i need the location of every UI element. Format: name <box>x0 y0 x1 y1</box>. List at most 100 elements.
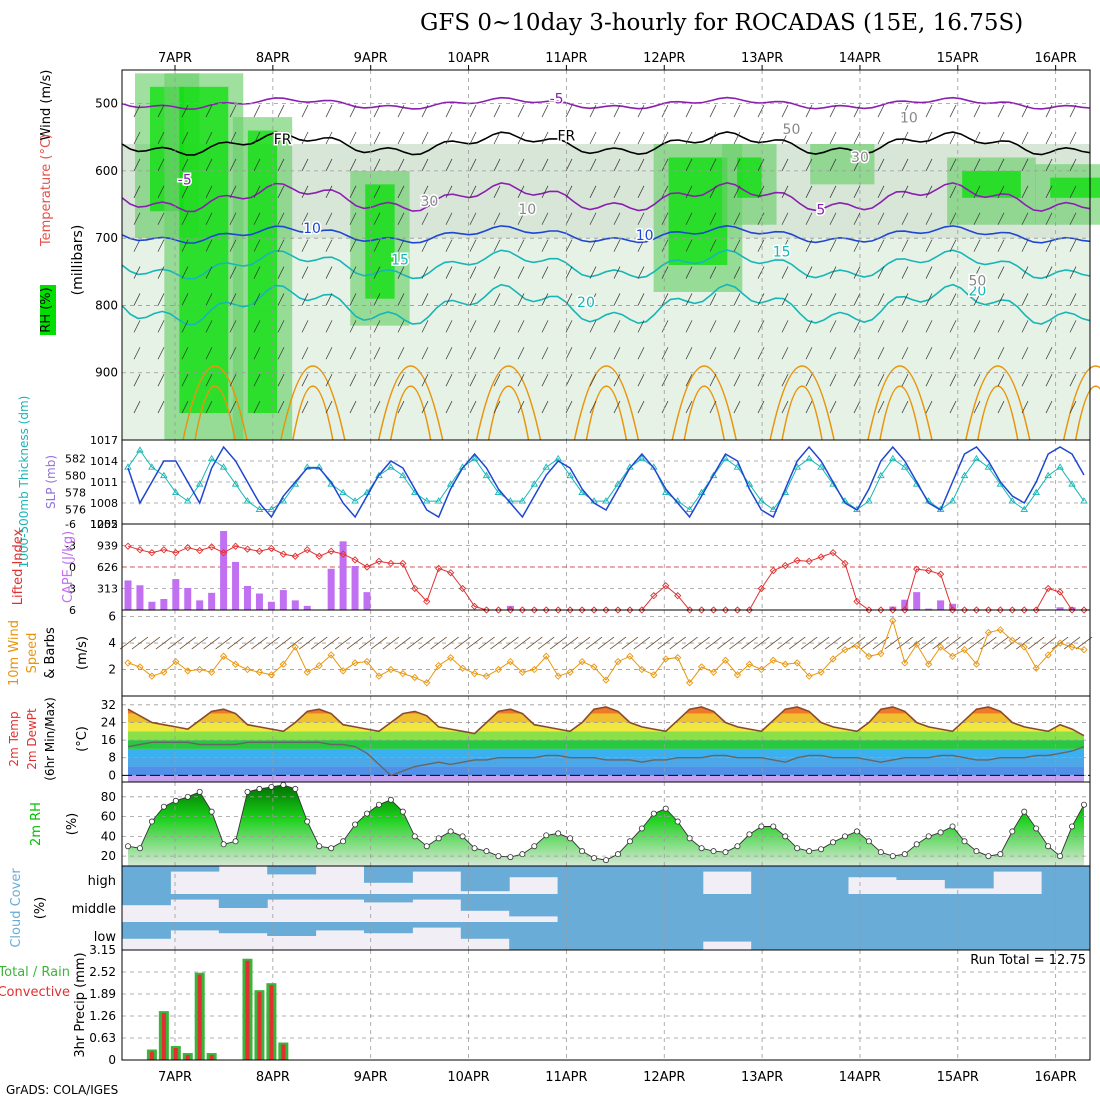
wind-barb <box>613 320 621 333</box>
wind-barb <box>421 374 429 387</box>
wind-speed-point <box>399 669 407 678</box>
wind-barb <box>877 293 885 306</box>
lifted-index-point <box>255 547 264 555</box>
contour-label: -5 <box>550 92 564 108</box>
wind-speed-point <box>602 676 610 684</box>
wind-barb <box>1021 293 1029 306</box>
lifted-index-point <box>972 606 981 614</box>
lifted-index-point <box>1008 606 1016 614</box>
precip-convective-label: Convective <box>0 985 70 1000</box>
wind-barb <box>685 347 693 360</box>
wind-barb <box>157 400 165 414</box>
wind-barb <box>877 185 885 198</box>
wind-barb <box>541 374 549 387</box>
wind-barb <box>613 347 621 360</box>
wind-barb <box>877 131 885 145</box>
wind-barb <box>877 104 885 118</box>
wind-barb <box>949 293 957 306</box>
cloud-cover-cell <box>896 894 946 922</box>
wind-barb <box>301 212 309 225</box>
wind-barb <box>517 347 525 360</box>
cape-bar <box>255 593 263 610</box>
wind-barb <box>397 185 405 198</box>
warm-contour <box>377 365 444 441</box>
cloud-cover-cell <box>267 922 317 936</box>
thickness-point <box>494 488 503 496</box>
wind-barb <box>349 104 357 118</box>
rh-point <box>375 801 382 808</box>
rh-tick-label: 60 <box>101 810 116 824</box>
wind-speed-point <box>411 673 419 682</box>
cloud-cover-cell <box>751 894 801 922</box>
cloud-cover-cell <box>799 922 849 950</box>
wind-barb <box>901 293 909 306</box>
contour-label: FR <box>274 132 292 148</box>
wind-barb <box>949 104 957 118</box>
rh-point <box>280 781 287 788</box>
wind-barb <box>925 266 933 279</box>
cape-bar <box>291 600 299 610</box>
wind-barb <box>901 320 909 333</box>
wind-speed-point <box>219 652 228 660</box>
wind-barb <box>829 185 837 198</box>
temperature-contour <box>121 96 1091 110</box>
precip-tick-label: 1.26 <box>89 1009 116 1023</box>
wind-barb <box>277 239 285 252</box>
wind-barb <box>853 293 861 306</box>
wind-barb <box>469 185 477 198</box>
temp-tick-label: 8 <box>108 751 116 765</box>
wind-barb <box>613 131 621 145</box>
wind-barb <box>829 239 837 252</box>
rh-point <box>806 848 813 855</box>
wind-barb <box>949 239 957 252</box>
wind-barb <box>397 400 405 414</box>
wind-barb <box>205 131 213 145</box>
wind-barb <box>191 636 208 650</box>
wind-barb <box>757 374 765 387</box>
grads-credit: GrADS: COLA/IGES <box>6 1083 119 1097</box>
wind-barb <box>1045 185 1053 198</box>
contour-label: 10 <box>518 202 536 218</box>
wind-barb <box>992 636 1009 650</box>
cloud-cover-cell <box>702 894 752 922</box>
wind-barb <box>901 212 909 225</box>
warm-contour <box>389 385 432 441</box>
wind-barb <box>133 212 141 225</box>
rh-panel: 20 40 60 80 <box>101 781 1090 866</box>
wind-speed-point <box>1044 651 1052 659</box>
wind-barb <box>829 320 837 333</box>
wind-barb <box>561 636 579 650</box>
cloud-cover-cell <box>1041 866 1091 894</box>
wind-barb <box>661 104 669 118</box>
contour-label: 30 <box>420 194 438 210</box>
wind-barb <box>637 212 645 225</box>
wind-speed-point <box>996 626 1004 634</box>
wind-barb <box>637 374 645 387</box>
convective-bar <box>161 1013 166 1060</box>
wind-barb <box>829 131 837 145</box>
wind-barb <box>301 185 309 198</box>
wind-barb <box>853 320 861 333</box>
wind-speed-point <box>160 668 168 676</box>
rh-point <box>818 846 825 853</box>
wind-barb <box>229 158 237 172</box>
wind-barb <box>661 347 669 360</box>
wind-barb <box>901 185 909 198</box>
precip-tick-label: 2.52 <box>89 965 116 979</box>
rh-point <box>710 848 717 855</box>
precip-tick-label: 0.63 <box>89 1031 116 1045</box>
lifted-index-point <box>243 545 252 553</box>
wind-barb <box>325 131 333 145</box>
lifted-index-point <box>160 546 168 554</box>
rh-point <box>913 841 920 848</box>
wind-barb <box>203 636 220 650</box>
wind-barb <box>781 347 789 360</box>
wind-barb <box>621 636 639 650</box>
wind-barb <box>394 636 412 650</box>
wind-barb <box>373 266 381 279</box>
wind-barb <box>1045 158 1053 172</box>
wind-barb <box>325 104 333 118</box>
wind-barb <box>157 266 165 279</box>
cape-bar <box>937 600 945 610</box>
thickness-point <box>661 488 670 496</box>
